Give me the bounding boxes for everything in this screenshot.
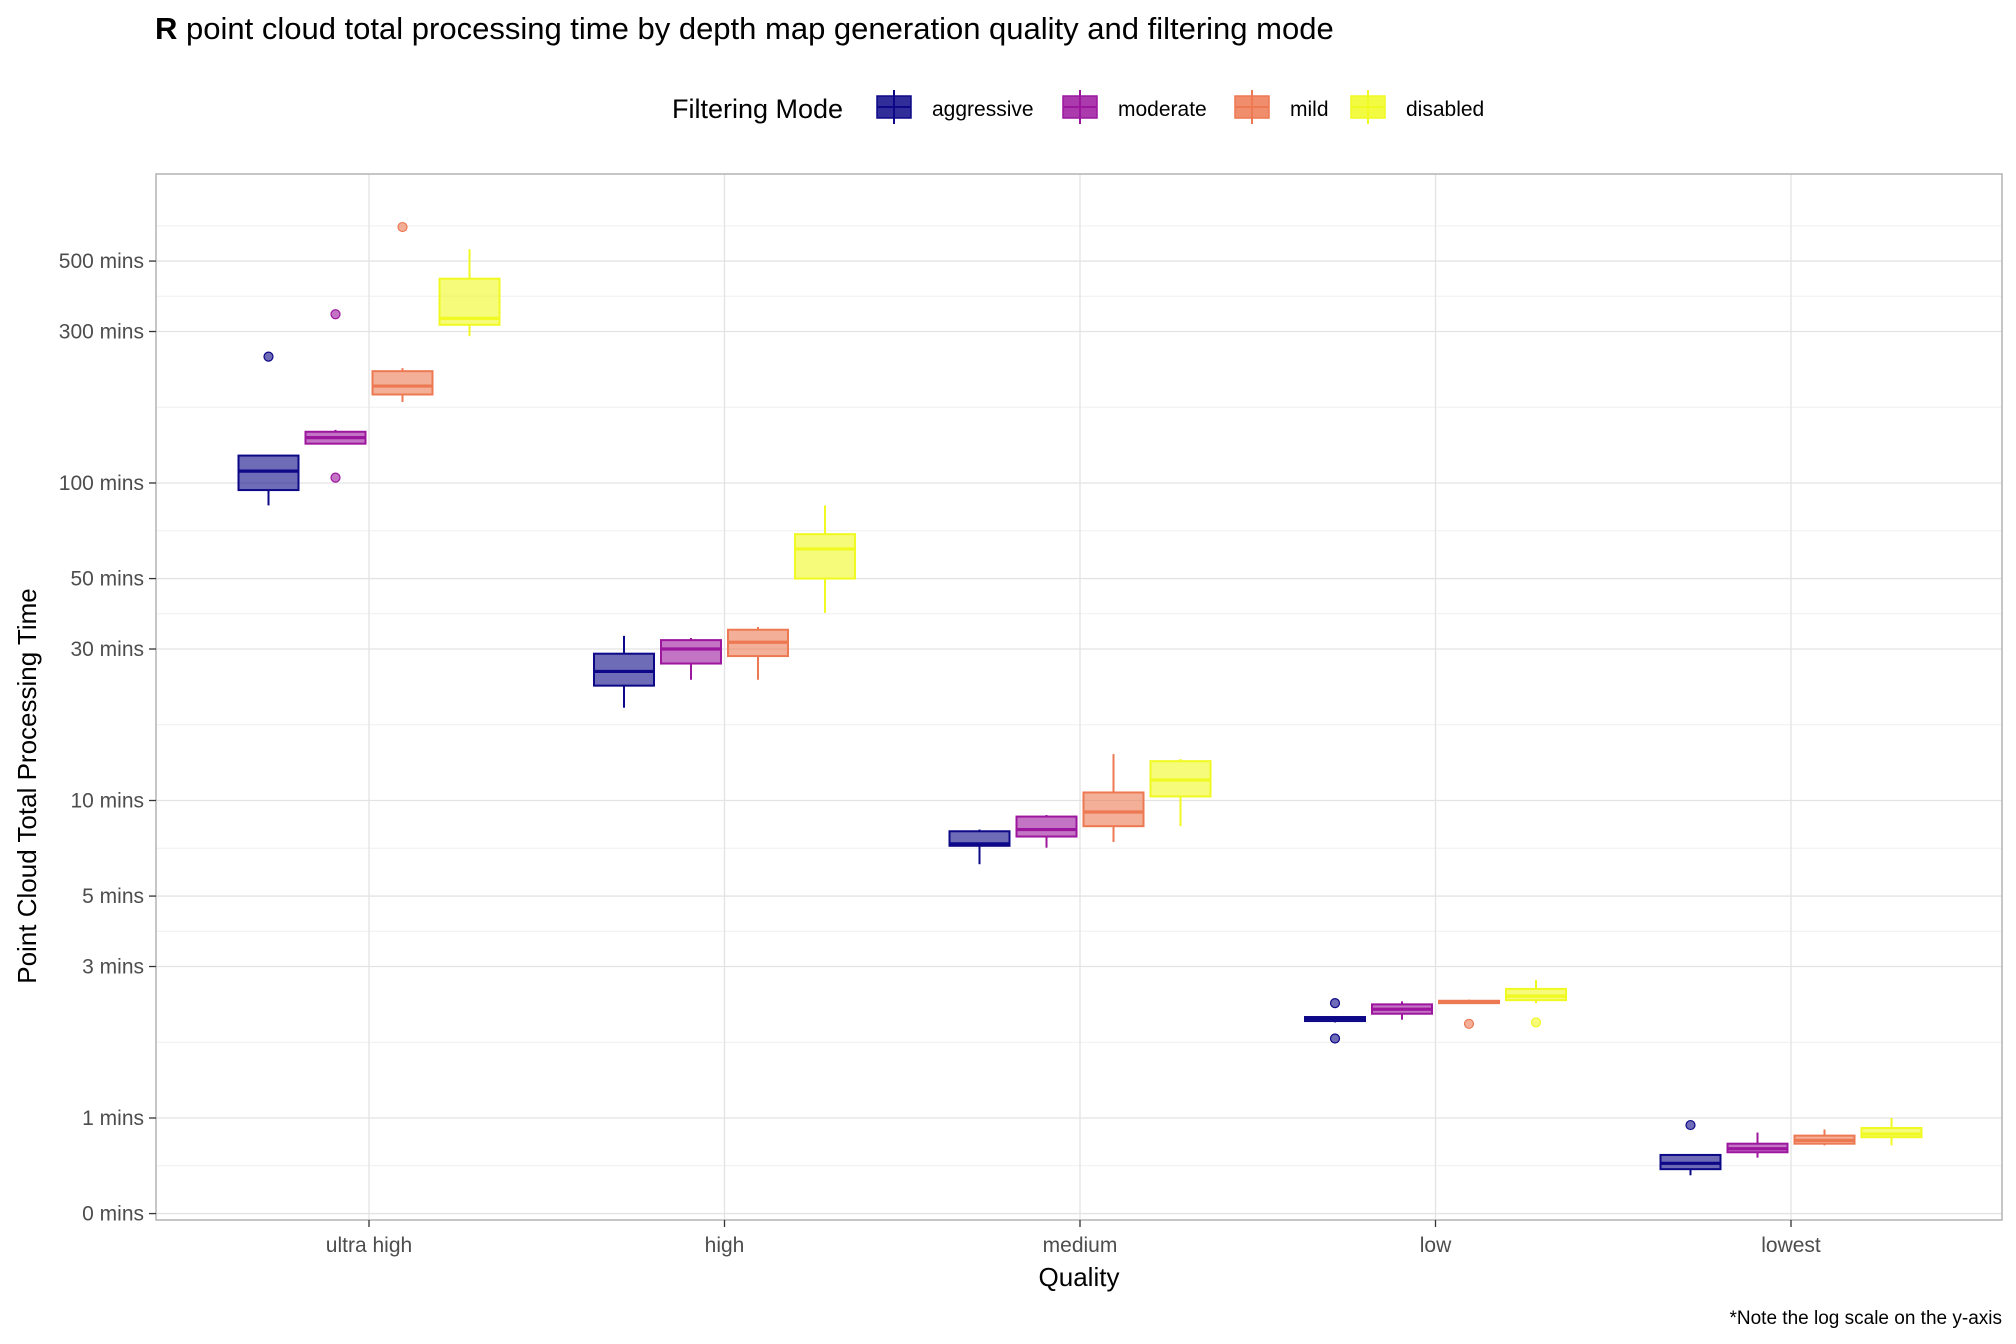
box-body: [1082, 791, 1145, 828]
y-tick-label: 3 mins: [82, 956, 144, 979]
y-tick-label: 0 mins: [82, 1203, 144, 1226]
x-tick-label: low: [1420, 1234, 1452, 1257]
outlier-point: [330, 472, 341, 483]
box-body: [948, 830, 1011, 847]
x-tick-label: lowest: [1761, 1234, 1821, 1257]
series-disabled: [438, 249, 1923, 1146]
box-mild-medium: [1082, 754, 1145, 843]
legend-label: disabled: [1406, 98, 1484, 121]
outlier-point: [1329, 1033, 1341, 1044]
legend-title: Filtering Mode: [672, 94, 843, 124]
legend-label: moderate: [1118, 98, 1207, 121]
x-axis-title: Quality: [1039, 1262, 1120, 1292]
box-moderate-high: [660, 637, 722, 680]
x-tick-label: high: [705, 1234, 745, 1257]
chart-title: R point cloud total processing time by d…: [155, 11, 1334, 46]
box-disabled-lowest: [1860, 1118, 1923, 1146]
outlier-point: [1329, 998, 1341, 1009]
box-mild-low: [1438, 999, 1500, 1029]
x-axis: ultra high high medium low lowest: [326, 1220, 1821, 1257]
box-disabled-low: [1505, 980, 1567, 1028]
legend-item-mild: mild: [1234, 90, 1329, 124]
y-tick-label: 500 mins: [59, 250, 144, 273]
box-mild-ultra-high: [371, 221, 434, 402]
y-tick-label: 100 mins: [59, 472, 144, 495]
box-disabled-medium: [1149, 759, 1212, 827]
y-axis: 0 mins 1 mins 3 mins 5 mins 10 mins 30 mins 50…: [59, 250, 156, 1226]
box-body: [1015, 815, 1078, 838]
y-tick-label: 30 mins: [70, 638, 144, 661]
series-moderate: [304, 309, 1789, 1158]
legend-label: mild: [1290, 98, 1329, 121]
outlier-point: [397, 221, 408, 233]
box-moderate-medium: [1015, 815, 1078, 848]
plot-panel: [155, 173, 2003, 1221]
y-tick-label: 10 mins: [70, 790, 144, 813]
box-aggressive-medium: [948, 829, 1011, 865]
box-mild-lowest: [1793, 1129, 1856, 1146]
box-aggressive-lowest: [1659, 1119, 1722, 1176]
legend-label: aggressive: [932, 98, 1034, 121]
box-disabled-ultra-high: [438, 249, 501, 337]
box-moderate-lowest: [1726, 1132, 1789, 1158]
x-tick-label: medium: [1043, 1234, 1118, 1257]
box-mild-high: [727, 626, 789, 680]
box-moderate-ultra-high: [304, 309, 367, 483]
box-aggressive-low: [1304, 998, 1366, 1044]
outlier-point: [330, 309, 341, 320]
y-tick-label: 1 mins: [82, 1107, 144, 1130]
box-body: [794, 533, 856, 580]
legend-item-aggressive: aggressive: [876, 90, 1034, 124]
y-axis-title: Point Cloud Total Processing Time: [12, 588, 42, 984]
box-moderate-low: [1371, 1001, 1433, 1020]
legend: Filtering Mode aggressive moderate mild dis…: [672, 90, 1484, 124]
box-body: [371, 370, 434, 396]
outlier-point: [1463, 1018, 1475, 1029]
box-aggressive-high: [593, 635, 655, 708]
series-mild: [371, 221, 1856, 1146]
outlier-point: [1685, 1119, 1696, 1131]
chart-title-bold: R: [155, 11, 177, 46]
y-tick-label: 50 mins: [70, 568, 144, 591]
legend-item-disabled: disabled: [1350, 90, 1484, 124]
caption: *Note the log scale on the y-axis: [1730, 1308, 2003, 1329]
box-body: [237, 454, 300, 492]
y-tick-label: 300 mins: [59, 321, 144, 344]
chart-title-rest: point cloud total processing time by dep…: [177, 11, 1333, 46]
panel-background: [156, 174, 2002, 1220]
panel-border: [155, 173, 2003, 1221]
box-aggressive-ultra-high: [237, 351, 300, 506]
series-aggressive: [237, 351, 1722, 1176]
outlier-point: [263, 351, 274, 362]
box-body: [660, 639, 722, 665]
x-tick-label: ultra high: [326, 1234, 412, 1257]
box-body: [593, 652, 655, 687]
outlier-point: [1530, 1017, 1542, 1028]
legend-item-moderate: moderate: [1062, 90, 1207, 124]
box-disabled-high: [794, 505, 856, 613]
y-tick-label: 5 mins: [82, 885, 144, 908]
